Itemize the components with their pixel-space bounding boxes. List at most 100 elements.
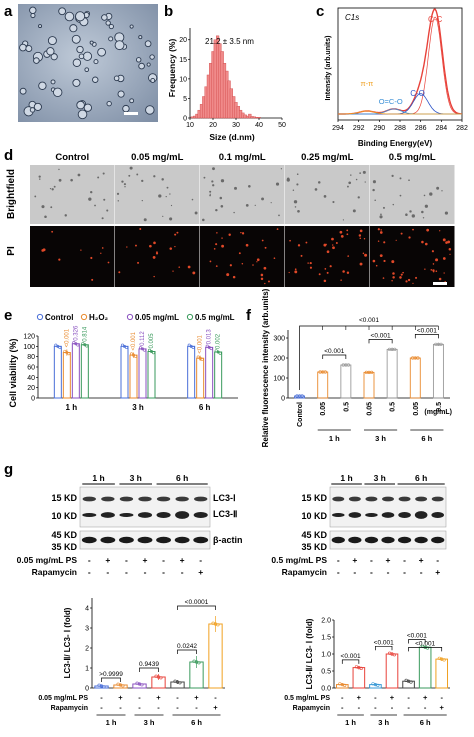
ratio-ytick-label: 3 [85, 626, 89, 633]
cell-speck [41, 205, 45, 209]
tem-image [18, 4, 158, 122]
pi-signal [256, 261, 258, 263]
fluor-point [346, 363, 351, 367]
tem-particle [30, 12, 36, 19]
kd-label: 15 KD [51, 493, 77, 503]
blot-row1-sign: - [88, 555, 91, 565]
pi-signal [101, 247, 104, 249]
viab-pvalue: 0.326 [73, 325, 79, 341]
pi-signal [435, 270, 438, 273]
fluor-unit: (mg/mL) [424, 409, 452, 416]
tem-particle [89, 40, 94, 45]
tem-particle [138, 35, 143, 40]
hist-xtick-label: 30 [232, 122, 240, 129]
ratio-point [409, 680, 413, 684]
pi-signal [58, 258, 61, 261]
cell-speck [405, 213, 408, 216]
pi-signal [91, 278, 94, 281]
pi-signal [442, 257, 446, 260]
cell-speck [158, 194, 162, 198]
pi-signal [399, 276, 402, 279]
tem-particle [46, 47, 55, 56]
ratio-point [216, 623, 220, 627]
scale-bar-a [124, 112, 138, 115]
xps-spectrum: C-C C-O O=C-O π-π 294 292 290 288 286 284 282 [332, 7, 468, 132]
pi-signal [346, 271, 350, 275]
column-label: 0.1 mg/mL [219, 152, 266, 163]
blot-row1-sign: - [125, 555, 128, 565]
cell-speck [212, 184, 215, 187]
cell-speck [234, 186, 237, 190]
legend-marker [80, 313, 88, 321]
pi-signal [363, 238, 366, 240]
fluor-bar [409, 357, 421, 399]
blot-band [137, 536, 153, 544]
blot-band [156, 512, 171, 518]
ratio-row1-sign: - [214, 693, 217, 702]
pi-signal [439, 230, 441, 232]
pi-signal [187, 265, 191, 269]
blot-row2-sign: - [353, 567, 356, 577]
blot-row2-label: Rapamycin [282, 567, 327, 577]
blot-band [82, 496, 96, 502]
cell-speck [102, 172, 105, 175]
pi-signal [309, 261, 312, 265]
blot-row1-sign: - [403, 555, 406, 565]
cell-speck [34, 195, 37, 198]
hist-ytick-label: 10 [179, 76, 187, 83]
fluor-xtick-label: 0.5 [390, 402, 397, 412]
ratio-row1-sign: - [176, 693, 179, 702]
brightfield-image [115, 165, 200, 224]
viab-point [143, 348, 147, 352]
pi-signal [407, 278, 411, 282]
blot-band [193, 512, 208, 518]
pi-signal [153, 275, 155, 278]
pi-signal [395, 239, 397, 241]
pi-signal [294, 268, 297, 271]
blot-row1-sign: + [352, 555, 357, 565]
blot-band [119, 496, 134, 502]
ratio-point [102, 685, 106, 689]
ratio-row2-sign: + [440, 703, 445, 712]
pi-signal [412, 228, 414, 231]
hist-bar [257, 117, 261, 119]
pi-signal [340, 279, 342, 281]
cell-speck [293, 200, 298, 204]
scale-bar-d [433, 282, 447, 285]
viab-bar [71, 343, 80, 399]
hist-xtick-label: 40 [255, 122, 263, 129]
pi-signal [256, 258, 260, 262]
cell-speck [323, 195, 327, 198]
pi-signal [426, 228, 430, 232]
blot-band [397, 536, 412, 544]
cell-speck [123, 183, 127, 186]
hist-ytick-label: 15 [179, 57, 187, 64]
blot-row1-label: 0.05 mg/mL PS [17, 555, 78, 565]
tem-particle [38, 24, 42, 29]
ratio-point [159, 676, 163, 680]
blot-row2-sign: - [162, 567, 165, 577]
pi-signal [297, 244, 301, 247]
ratio-point [442, 658, 446, 662]
viab-point [152, 351, 156, 355]
cell-speck [169, 217, 173, 221]
ratio-bracket-line [408, 647, 443, 652]
pi-signal [232, 275, 236, 279]
ratio-bracket-label: <0.001 [415, 640, 435, 647]
viab-bar [205, 346, 214, 399]
legend-marker [36, 313, 44, 321]
blot-row1-label: 0.5 mg/mL PS [271, 555, 327, 565]
blot-band [100, 512, 115, 518]
ratio-row2-sign: - [100, 703, 103, 712]
legend-marker [186, 313, 194, 321]
blot-band [156, 536, 171, 544]
cell-speck [261, 197, 264, 201]
fluor-bar [340, 364, 352, 399]
ratio-row2-sign: - [358, 703, 361, 712]
tem-particle [108, 36, 114, 42]
hist-xlabel: Size (d.nm) [209, 132, 255, 142]
fluor-point [393, 347, 397, 352]
fluor-bar [386, 348, 398, 399]
viability-ylabel: Cell viability (%) [8, 338, 18, 407]
pi-signal [152, 256, 156, 259]
